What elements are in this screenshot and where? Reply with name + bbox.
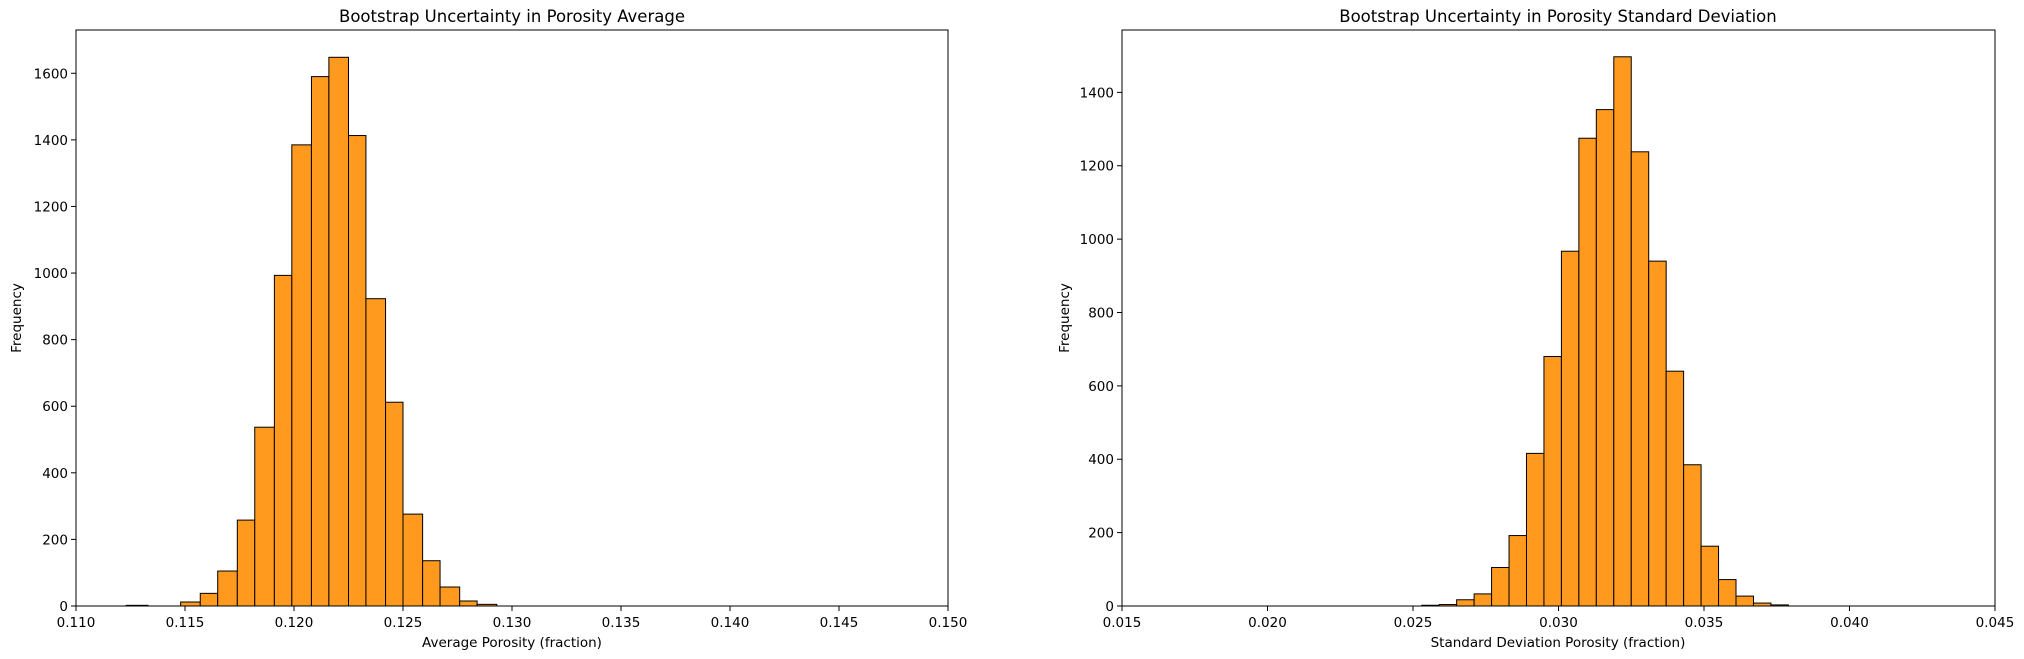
- y-tick-label: 0: [1105, 599, 1114, 615]
- histogram-bar: [236, 519, 256, 607]
- histogram-bar: [1630, 151, 1650, 607]
- y-tick-label: 600: [1088, 379, 1114, 395]
- x-axis-ticks: 0.015 0.020 0.025 0.030 0.035 0.040 0.045: [1103, 606, 2015, 631]
- histogram-bar: [459, 600, 478, 607]
- chart-average-porosity: Bootstrap Uncertainty in Porosity Averag…: [9, 7, 967, 651]
- histogram-bar: [365, 298, 387, 607]
- x-tick-label: 0.135: [602, 615, 641, 631]
- histogram-bar: [1648, 260, 1667, 607]
- histogram-bar: [217, 570, 238, 607]
- chart-title: Bootstrap Uncertainty in Porosity Standa…: [1339, 7, 1776, 26]
- histogram-bar: [180, 601, 201, 607]
- chart-title: Bootstrap Uncertainty in Porosity Averag…: [339, 7, 685, 26]
- histogram-bar: [348, 135, 367, 607]
- y-tick-label: 1400: [1080, 85, 1114, 101]
- histogram-bar: [1525, 452, 1545, 607]
- x-tick-label: 0.045: [1976, 615, 2015, 631]
- y-tick-label: 1000: [1080, 232, 1114, 248]
- x-axis-ticks: 0.110 0.115 0.120 0.125 0.130 0.135 0.140 0.145…: [57, 606, 968, 631]
- y-tick-label: 1200: [1080, 159, 1114, 175]
- y-axis-ticks: 0 200 400 600 800 1000 1200 1400 1600: [34, 66, 76, 615]
- histogram-bar: [1456, 599, 1475, 607]
- x-tick-label: 0.110: [57, 615, 96, 631]
- histogram-bar: [1700, 545, 1720, 607]
- y-tick-label: 1200: [34, 199, 68, 215]
- x-tick-label: 0.130: [493, 615, 532, 631]
- x-tick-label: 0.020: [1248, 615, 1287, 631]
- y-tick-label: 200: [1088, 526, 1114, 542]
- histogram-bar: [310, 76, 330, 607]
- y-tick-label: 600: [42, 399, 68, 415]
- y-axis-ticks: 0 200 400 600 800 1000 1200 1400: [1080, 85, 1122, 615]
- histogram-bar: [1508, 535, 1527, 607]
- histogram-bars: [1421, 56, 1789, 607]
- y-tick-label: 1400: [34, 133, 68, 149]
- histogram-bar: [1578, 137, 1597, 607]
- x-tick-label: 0.015: [1103, 615, 1142, 631]
- histogram-bar: [1683, 464, 1702, 607]
- x-tick-label: 0.025: [1394, 615, 1433, 631]
- histogram-bar: [1491, 566, 1510, 607]
- x-tick-label: 0.125: [384, 615, 423, 631]
- x-axis-label: Standard Deviation Porosity (fraction): [1431, 635, 1686, 651]
- y-tick-label: 1600: [34, 66, 68, 82]
- x-tick-label: 0.030: [1539, 615, 1578, 631]
- histogram-bar: [1718, 579, 1737, 607]
- histogram-bars: [125, 56, 498, 607]
- plot-frame: [75, 29, 949, 607]
- x-tick-label: 0.150: [929, 615, 968, 631]
- histogram-bar: [291, 144, 312, 607]
- histogram-bar: [199, 592, 219, 607]
- y-tick-label: 400: [42, 466, 68, 482]
- x-axis-label: Average Porosity (fraction): [422, 635, 602, 651]
- y-axis-label: Frequency: [9, 283, 25, 353]
- histogram-bar: [1665, 370, 1685, 607]
- histogram-bar: [1595, 109, 1615, 607]
- histogram-bar: [402, 513, 424, 607]
- x-tick-label: 0.115: [166, 615, 205, 631]
- chart-std-porosity: Bootstrap Uncertainty in Porosity Standa…: [1057, 7, 2014, 651]
- histogram-bar: [1613, 56, 1632, 607]
- x-tick-label: 0.145: [820, 615, 859, 631]
- y-tick-label: 800: [1088, 305, 1114, 321]
- histogram-bar: [385, 401, 404, 607]
- y-tick-label: 800: [42, 333, 68, 349]
- x-tick-label: 0.035: [1685, 615, 1724, 631]
- histogram-bar: [254, 426, 275, 607]
- histogram-bar: [422, 560, 441, 607]
- x-tick-label: 0.140: [711, 615, 750, 631]
- histogram-bar: [1735, 595, 1754, 607]
- y-axis-label: Frequency: [1057, 283, 1073, 353]
- histogram-bar: [1473, 593, 1493, 607]
- histogram-bar: [1560, 250, 1580, 607]
- histogram-bar: [328, 56, 350, 607]
- histogram-bar: [1543, 356, 1562, 607]
- x-tick-label: 0.120: [275, 615, 314, 631]
- y-tick-label: 400: [1088, 452, 1114, 468]
- y-tick-label: 0: [59, 599, 68, 615]
- y-tick-label: 1000: [34, 266, 68, 282]
- histogram-bar: [439, 586, 461, 607]
- histogram-bar: [273, 274, 293, 607]
- y-tick-label: 200: [42, 532, 68, 548]
- x-tick-label: 0.040: [1830, 615, 1869, 631]
